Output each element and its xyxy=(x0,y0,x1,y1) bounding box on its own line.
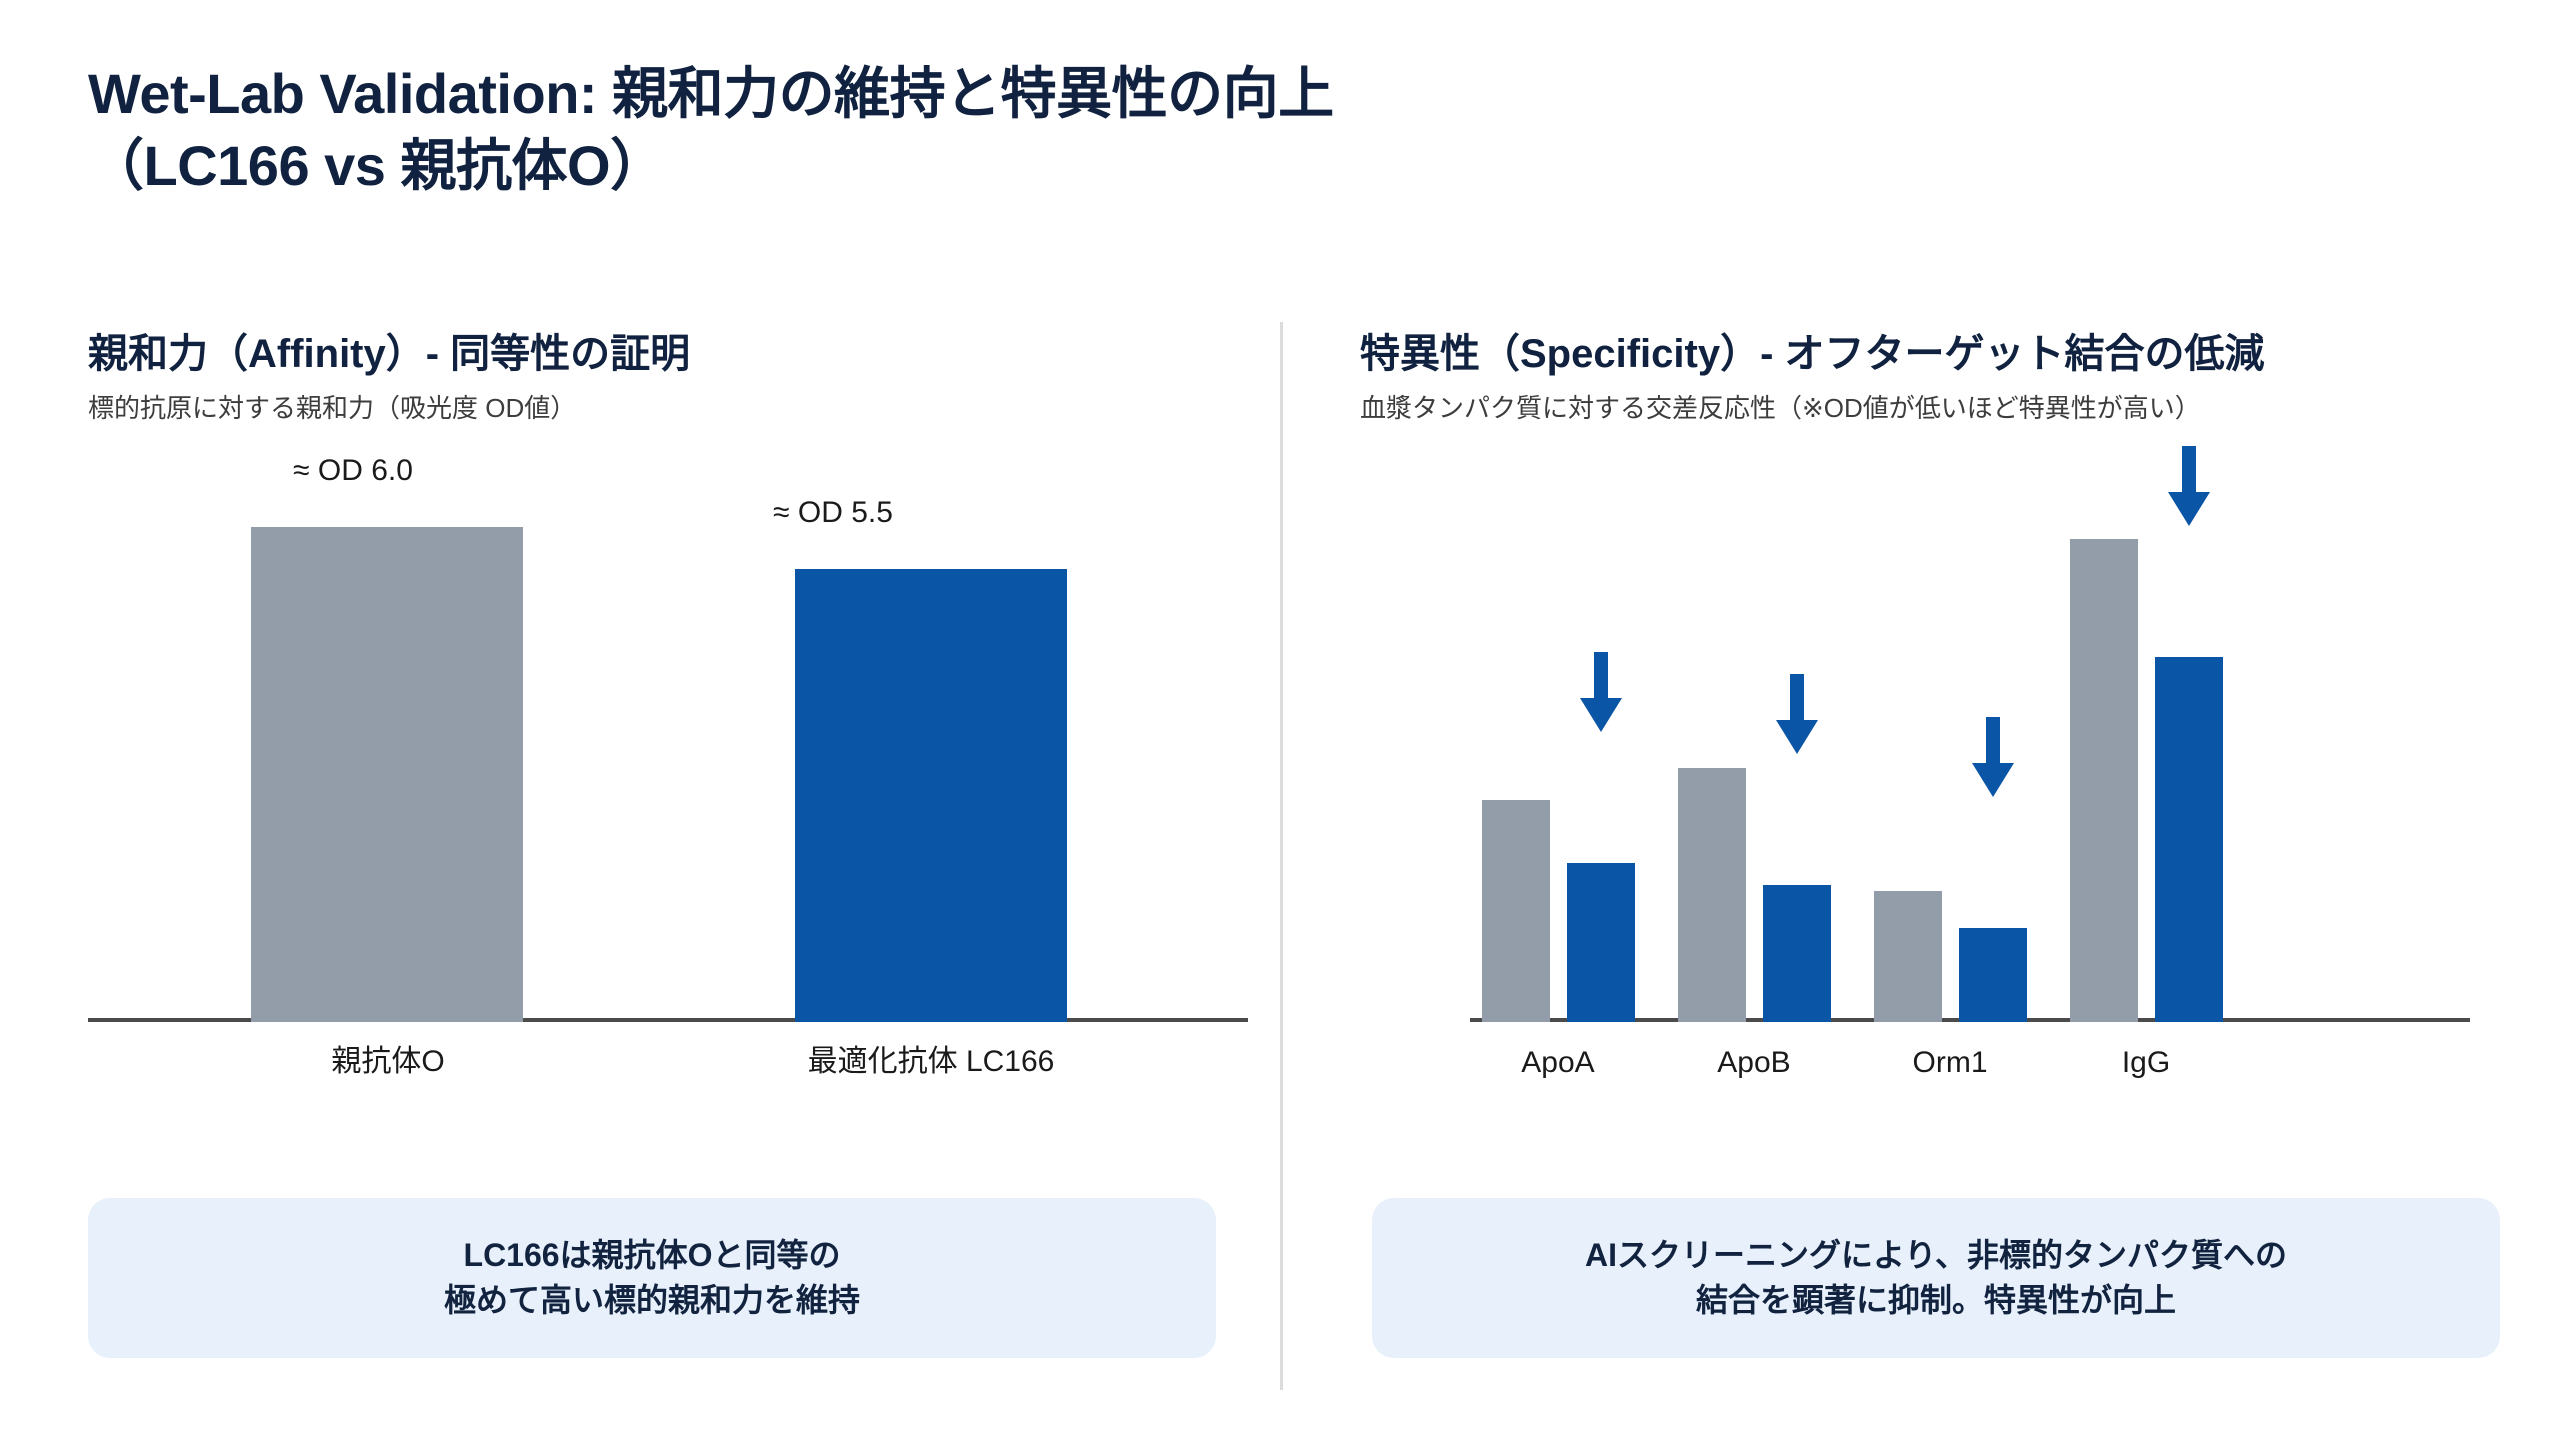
specificity-bar-gray-apob xyxy=(1678,768,1746,1022)
specificity-callout-line-1: AIスクリーニングにより、非標的タンパク質への xyxy=(1585,1233,2287,1278)
down-arrow-icon-apoa xyxy=(1579,652,1623,734)
specificity-bar-blue-apoa xyxy=(1567,863,1635,1022)
specificity-panel-subtitle: 血漿タンパク質に対する交差反応性（※OD値が低いほど特異性が高い） xyxy=(1360,392,2520,426)
affinity-category-label-parent: 親抗体O xyxy=(188,1036,588,1080)
affinity-panel-title: 親和力（Affinity）- 同等性の証明 xyxy=(88,330,1248,378)
affinity-callout-line-1: LC166は親抗体Oと同等の xyxy=(444,1233,860,1278)
specificity-bar-blue-orm1 xyxy=(1959,928,2027,1022)
specificity-panel: 特異性（Specificity）- オフターゲット結合の低減 血漿タンパク質に対… xyxy=(1360,330,2520,426)
affinity-callout-line-2: 極めて高い標的親和力を維持 xyxy=(444,1278,860,1323)
specificity-bar-blue-apob xyxy=(1763,885,1831,1022)
affinity-panel-subtitle: 標的抗原に対する親和力（吸光度 OD値） xyxy=(88,392,1248,426)
panel-divider xyxy=(1280,322,1283,1390)
affinity-bar-parent xyxy=(251,527,523,1022)
title-line-1: Wet-Lab Validation: 親和力の維持と特異性の向上 xyxy=(88,58,2288,130)
specificity-callout: AIスクリーニングにより、非標的タンパク質への 結合を顕著に抑制。特異性が向上 xyxy=(1372,1198,2500,1358)
affinity-chart: ≈ OD 6.0 親抗体O ≈ OD 5.5 最適化抗体 LC166 xyxy=(88,480,1248,1080)
specificity-category-label-orm1: Orm1 xyxy=(1840,1046,2060,1080)
affinity-category-label-lc166: 最適化抗体 LC166 xyxy=(631,1036,1231,1080)
specificity-bar-blue-igg xyxy=(2155,657,2223,1022)
specificity-bar-gray-igg xyxy=(2070,539,2138,1022)
affinity-bar-lc166 xyxy=(795,569,1067,1022)
page-title: Wet-Lab Validation: 親和力の維持と特異性の向上 （LC166… xyxy=(88,58,2288,201)
affinity-callout-text: LC166は親抗体Oと同等の 極めて高い標的親和力を維持 xyxy=(444,1233,860,1324)
down-arrow-icon-igg xyxy=(2167,446,2211,528)
affinity-bar-value-parent: ≈ OD 6.0 xyxy=(188,454,518,488)
affinity-callout: LC166は親抗体Oと同等の 極めて高い標的親和力を維持 xyxy=(88,1198,1216,1358)
specificity-category-label-apoa: ApoA xyxy=(1448,1046,1668,1080)
specificity-callout-text: AIスクリーニングにより、非標的タンパク質への 結合を顕著に抑制。特異性が向上 xyxy=(1585,1233,2287,1324)
specificity-callout-line-2: 結合を顕著に抑制。特異性が向上 xyxy=(1585,1278,2287,1323)
specificity-bar-gray-apoa xyxy=(1482,800,1550,1022)
specificity-category-label-igg: IgG xyxy=(2036,1046,2256,1080)
specificity-bar-gray-orm1 xyxy=(1874,891,1942,1022)
affinity-bar-value-lc166: ≈ OD 5.5 xyxy=(633,496,1033,530)
down-arrow-icon-orm1 xyxy=(1971,717,2015,799)
specificity-panel-title: 特異性（Specificity）- オフターゲット結合の低減 xyxy=(1360,330,2520,378)
down-arrow-icon-apob xyxy=(1775,674,1819,756)
title-line-2: （LC166 vs 親抗体O） xyxy=(88,130,2288,202)
affinity-panel: 親和力（Affinity）- 同等性の証明 標的抗原に対する親和力（吸光度 OD… xyxy=(88,330,1248,426)
specificity-chart: ApoA ApoB Orm1 xyxy=(1360,480,2520,1080)
specificity-category-label-apob: ApoB xyxy=(1644,1046,1864,1080)
slide-root: Wet-Lab Validation: 親和力の維持と特異性の向上 （LC166… xyxy=(0,0,2560,1440)
